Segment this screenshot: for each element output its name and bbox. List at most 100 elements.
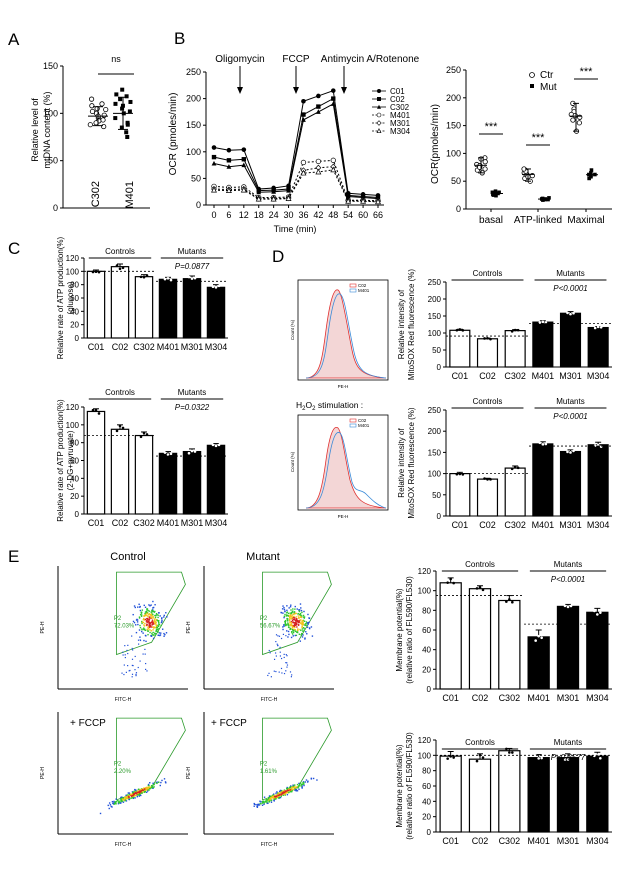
panel-e-facs-event bbox=[153, 626, 155, 628]
panel-c-bottom-dot bbox=[142, 431, 146, 435]
panel-e-facs-event bbox=[136, 618, 138, 621]
panel-e-facs-event bbox=[124, 656, 126, 659]
panel-d-bottom-mutants-label: Mutants bbox=[556, 397, 584, 406]
panel-e-facs-event bbox=[279, 796, 282, 799]
panel-e-facs-event bbox=[297, 628, 299, 630]
panel-e-facs-event bbox=[305, 624, 307, 626]
panel-c-top-ytick-label: 120 bbox=[66, 254, 80, 263]
panel-b-point bbox=[316, 104, 321, 109]
panel-e-facs-event bbox=[147, 789, 149, 791]
panel-e-facs-event bbox=[279, 646, 281, 648]
panel-d-top-ytick-label: 250 bbox=[428, 278, 442, 287]
panel-e-facs-event bbox=[135, 789, 137, 791]
panel-e-facs-gate-name: P2 bbox=[260, 762, 268, 768]
panel-e-facs-event bbox=[144, 612, 146, 615]
panel-e-facs-event bbox=[139, 792, 141, 794]
panel-e-facs-event bbox=[263, 803, 265, 806]
panel-c-top-bar: 0 20 40 60 80 100 120 C01 C02 C302 M401 M301 M304 Con… bbox=[56, 236, 228, 359]
panel-e-facs-event bbox=[283, 606, 285, 609]
panel-e-facs-event bbox=[295, 619, 298, 621]
panel-e-facs-event bbox=[145, 640, 147, 643]
panel-e-facs-event bbox=[306, 633, 308, 635]
panel-e-facs-event bbox=[152, 787, 154, 789]
panel-c-top-dot bbox=[163, 277, 167, 281]
panel-e-facs-event bbox=[301, 787, 303, 789]
panel-e-facs-event bbox=[294, 630, 297, 632]
panel-a-point bbox=[124, 94, 129, 99]
panel-e-facs-event bbox=[138, 795, 141, 797]
panel-b-point bbox=[226, 164, 232, 169]
panel-e-facs-event bbox=[294, 788, 297, 790]
panel-d-top-xlabel-M304: M304 bbox=[587, 371, 610, 381]
panel-b-xtick-label: 60 bbox=[358, 210, 368, 220]
panel-e-top-dot bbox=[478, 585, 482, 589]
panel-e-facs-event bbox=[282, 612, 284, 614]
panel-e-facs-event bbox=[156, 781, 158, 783]
panel-e-facs-event bbox=[307, 623, 309, 626]
panel-c-top-dot bbox=[214, 286, 218, 289]
panel-e-facs-event bbox=[289, 786, 291, 789]
panel-e-facs-event bbox=[133, 795, 135, 797]
panel-e-facs-event bbox=[154, 614, 156, 617]
panel-c-bottom-dot bbox=[211, 443, 215, 447]
panel-e-facs-event bbox=[286, 624, 288, 626]
panel-e-facs-event bbox=[279, 651, 281, 653]
panel-e-facs-event bbox=[147, 783, 150, 786]
panel-e-facs-event bbox=[109, 804, 112, 806]
panel-d-facs-bottom-xlabel: PE-H bbox=[338, 514, 349, 519]
panel-e-bottom-dot bbox=[475, 759, 479, 763]
panel-e-facs-event bbox=[144, 629, 147, 632]
panel-e-top-dot bbox=[593, 609, 596, 613]
panel-e-facs-event bbox=[284, 791, 286, 793]
panel-e-facs-event bbox=[153, 634, 155, 636]
panel-b-legend-label-M401: M401 bbox=[390, 111, 411, 120]
panel-e-facs-event bbox=[142, 788, 145, 790]
panel-e-facs-event bbox=[160, 781, 162, 784]
panel-e-top-bar-M401 bbox=[527, 636, 550, 690]
panel-e-facs-event bbox=[155, 629, 158, 631]
panel-b-series-line-C302 bbox=[213, 103, 379, 200]
panel-e-facs-event bbox=[304, 623, 307, 625]
panel-b-point bbox=[225, 187, 232, 193]
panel-e-facs-event bbox=[131, 793, 133, 795]
panel-d-top-dot bbox=[572, 311, 575, 315]
panel-e-facs-event bbox=[292, 616, 295, 619]
panel-e-facs-event bbox=[148, 619, 150, 621]
panel-e-facs-event bbox=[163, 778, 166, 780]
panel-e-facs-event bbox=[304, 637, 306, 639]
panel-d-bottom-pval: P<0.0001 bbox=[553, 412, 587, 421]
panel-d-top-dot bbox=[510, 330, 514, 333]
panel-b-right-point-mut bbox=[587, 176, 591, 181]
panel-e-facs-event bbox=[297, 613, 299, 615]
panel-e-facs-event bbox=[137, 794, 140, 796]
panel-e-facs-event bbox=[303, 610, 305, 613]
panel-e-facs-event bbox=[146, 623, 148, 625]
panel-c-bottom-controls-label: Controls bbox=[105, 388, 135, 397]
panel-e-facs-event bbox=[257, 803, 260, 806]
panel-e-facs-event bbox=[261, 800, 264, 803]
panel-d-bottom-dot bbox=[510, 467, 514, 471]
panel-e-facs-event bbox=[146, 621, 148, 623]
panel-e-facs-event bbox=[276, 643, 278, 645]
panel-e-facs-event bbox=[279, 792, 281, 795]
panel-e-facs-event bbox=[132, 791, 135, 794]
panel-d-bottom-dot bbox=[458, 472, 462, 476]
panel-e-facs-event bbox=[150, 613, 152, 615]
panel-e-facs-event bbox=[153, 611, 155, 613]
panel-c-top-controls-label: Controls bbox=[105, 247, 135, 256]
panel-d-top-bar-M304 bbox=[587, 326, 609, 368]
panel-e-facs-event bbox=[110, 805, 112, 808]
panel-b-right-sig: *** bbox=[580, 66, 594, 78]
panel-e-facs-event bbox=[145, 614, 147, 617]
panel-e-facs-event bbox=[288, 626, 290, 629]
panel-e-facs-event bbox=[283, 656, 285, 659]
panel-e-facs-event bbox=[130, 797, 133, 799]
panel-b-ytick-label: 50 bbox=[191, 173, 201, 183]
panel-b-series-line-C01 bbox=[213, 89, 379, 196]
panel-e-facs-event bbox=[127, 792, 130, 794]
panel-e-facs-event bbox=[153, 620, 155, 622]
panel-e-facs-event bbox=[301, 628, 304, 630]
panel-e-facs-event bbox=[146, 670, 148, 672]
panel-e-facs-gate-name: P2 bbox=[114, 762, 122, 768]
panel-e-facs-event bbox=[282, 633, 285, 635]
